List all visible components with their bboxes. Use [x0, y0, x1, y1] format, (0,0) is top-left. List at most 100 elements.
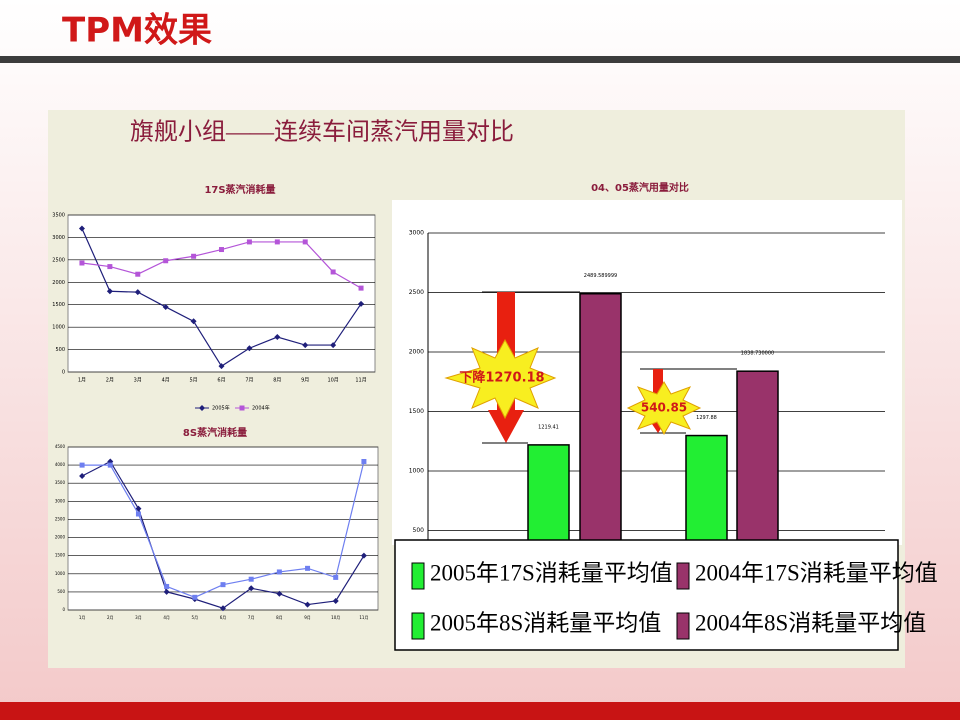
x-tick-label: 9月	[304, 615, 311, 620]
marker	[191, 253, 197, 259]
y-tick-label: 0	[62, 607, 65, 612]
marker	[246, 239, 252, 245]
marker	[79, 462, 85, 468]
marker	[248, 576, 254, 582]
y-tick-label: 1000	[52, 325, 65, 331]
plot-area	[67, 214, 376, 373]
y-tick-label: 500	[413, 527, 425, 534]
marker	[162, 303, 169, 310]
marker	[358, 285, 364, 291]
marker	[274, 239, 280, 245]
marker	[305, 565, 311, 571]
x-tick-label: 3月	[134, 378, 142, 384]
legend-label: 2004年8S消耗量平均值	[695, 610, 926, 635]
legend-label: 2004年17S消耗量平均值	[695, 560, 938, 585]
x-tick-label: 10月	[331, 615, 340, 620]
x-tick-label: 2月	[107, 615, 114, 620]
marker	[333, 574, 339, 580]
y-tick-label: 2500	[55, 516, 66, 521]
marker	[106, 288, 113, 295]
title-bar	[0, 56, 960, 63]
marker	[276, 590, 283, 597]
legend-label: 2005年17S消耗量平均值	[430, 560, 673, 585]
y-tick-label: 2500	[52, 257, 65, 263]
marker	[302, 239, 308, 245]
marker	[163, 258, 169, 264]
legend-box	[394, 539, 899, 651]
marker	[361, 458, 367, 464]
marker	[78, 225, 85, 232]
x-tick-label: 9月	[301, 378, 309, 384]
y-tick-label: 500	[57, 589, 65, 594]
marker	[135, 511, 141, 517]
legend-label: 2005年8S消耗量平均值	[430, 610, 661, 635]
y-tick-label: 2000	[52, 280, 65, 286]
footer-bar	[0, 702, 960, 720]
marker	[248, 585, 255, 592]
marker	[164, 583, 170, 589]
marker	[218, 363, 225, 370]
x-tick-label: 6月	[220, 615, 227, 620]
x-tick-label: 7月	[248, 615, 255, 620]
y-tick-label: 4000	[55, 462, 66, 467]
marker	[107, 462, 113, 468]
legend-label: 2004年	[252, 405, 270, 412]
x-tick-label: 8月	[273, 378, 281, 384]
marker	[220, 582, 226, 588]
y-tick-label: 3500	[55, 480, 66, 485]
marker	[330, 342, 337, 349]
marker	[219, 247, 224, 253]
marker	[332, 597, 339, 604]
charts: 0 500 1000 1500 2000 2500 3000 3500 1月 2月 3月 4月 5月 6月…	[52, 181, 938, 651]
y-tick-label: 2000	[55, 535, 66, 540]
marker	[220, 605, 226, 612]
x-tick-label: 1月	[79, 615, 86, 620]
x-tick-label: 11月	[355, 378, 366, 384]
legend-marker	[239, 405, 245, 411]
y-tick-label: 0	[62, 370, 65, 376]
starburst	[626, 381, 702, 435]
x-tick-label: 8月	[276, 615, 283, 620]
x-tick-label: 11月	[359, 615, 368, 620]
legend-swatch	[676, 562, 690, 590]
y-tick-label: 1000	[409, 468, 424, 475]
y-tick-label: 1500	[52, 302, 65, 308]
slide-title: TPM效果	[62, 11, 212, 51]
x-tick-label: 6月	[217, 378, 225, 384]
x-tick-label: 5月	[189, 378, 197, 384]
legend-swatch	[411, 612, 425, 640]
value-label: 1297.88	[696, 415, 717, 421]
value-label: 1219.41	[538, 424, 559, 430]
y-tick-label: 1000	[55, 571, 66, 576]
heading: 旗舰小组——连续车间蒸汽用量对比	[130, 119, 514, 146]
annotation: 下降1270.18	[459, 370, 544, 386]
marker	[276, 569, 282, 575]
marker	[192, 594, 198, 600]
marker	[302, 342, 309, 349]
marker	[79, 472, 86, 479]
y-tick-label: 2500	[409, 289, 424, 296]
chart-title: 04、05蒸汽用量对比	[591, 181, 689, 194]
chart-title: 8S蒸汽消耗量	[183, 426, 247, 439]
y-tick-label: 3000	[409, 230, 424, 237]
legend-swatch	[676, 612, 690, 640]
legend-marker	[199, 405, 205, 411]
marker	[246, 345, 253, 352]
legend-swatch	[411, 562, 425, 590]
y-tick-label: 3000	[55, 498, 66, 503]
marker	[107, 264, 113, 270]
marker	[190, 318, 197, 325]
chart-title: 17S蒸汽消耗量	[204, 183, 275, 196]
value-label: 2489.589999	[584, 273, 617, 279]
marker	[134, 289, 141, 296]
marker	[358, 300, 365, 307]
marker	[135, 505, 142, 512]
x-tick-label: 7月	[245, 378, 253, 384]
y-tick-label: 1500	[55, 553, 66, 558]
x-tick-label: 2月	[106, 378, 114, 384]
legend-label: 2005年	[212, 405, 230, 412]
marker	[274, 334, 281, 341]
marker	[304, 601, 311, 608]
x-tick-label: 4月	[162, 378, 170, 384]
x-tick-label: 10月	[327, 378, 338, 384]
